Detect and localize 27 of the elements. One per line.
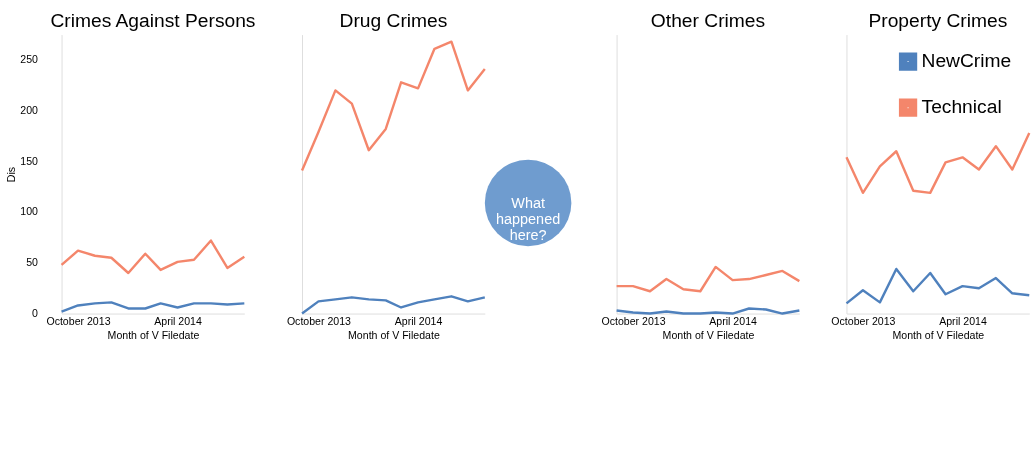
- chart-title: Other Crimes: [650, 9, 766, 31]
- x-tick-label: October 2013: [601, 314, 666, 327]
- x-axis-title: Month of V Filedate: [348, 329, 440, 342]
- x-tick-label: April 2014: [394, 314, 443, 327]
- y-tick-label: 250: [20, 53, 39, 66]
- x-tick-label: April 2014: [709, 314, 758, 327]
- y-tick-label: 100: [20, 205, 39, 218]
- x-axis-title: Month of V Filedate: [892, 329, 985, 342]
- legend-label: Technical: [921, 96, 1002, 118]
- text: What happened here?: [496, 194, 561, 244]
- y-tick-label: 150: [20, 154, 39, 167]
- chart-title: Crimes Against Persons: [50, 9, 256, 31]
- x-tick-label: October 2013: [46, 314, 111, 327]
- y-tick-label: 0: [32, 306, 39, 319]
- x-axis-title: Month of V Filedate: [662, 329, 755, 342]
- chart-title: Property Crimes: [868, 9, 1008, 31]
- x-axis-title: Month of V Filedate: [107, 329, 200, 342]
- x-tick-label: October 2013: [286, 314, 352, 327]
- x-tick-label: October 2013: [831, 314, 896, 327]
- y-axis-title: Dis: [4, 166, 17, 183]
- chart-title: Drug Crimes: [339, 9, 448, 31]
- y-tick-label: 50: [26, 256, 39, 269]
- x-tick-label: April 2014: [154, 314, 202, 327]
- line-series: [60, 239, 246, 275]
- x-tick-label: April 2014: [939, 314, 987, 327]
- legend-label: NewCrime: [921, 50, 1012, 72]
- y-tick-label: 200: [20, 104, 39, 117]
